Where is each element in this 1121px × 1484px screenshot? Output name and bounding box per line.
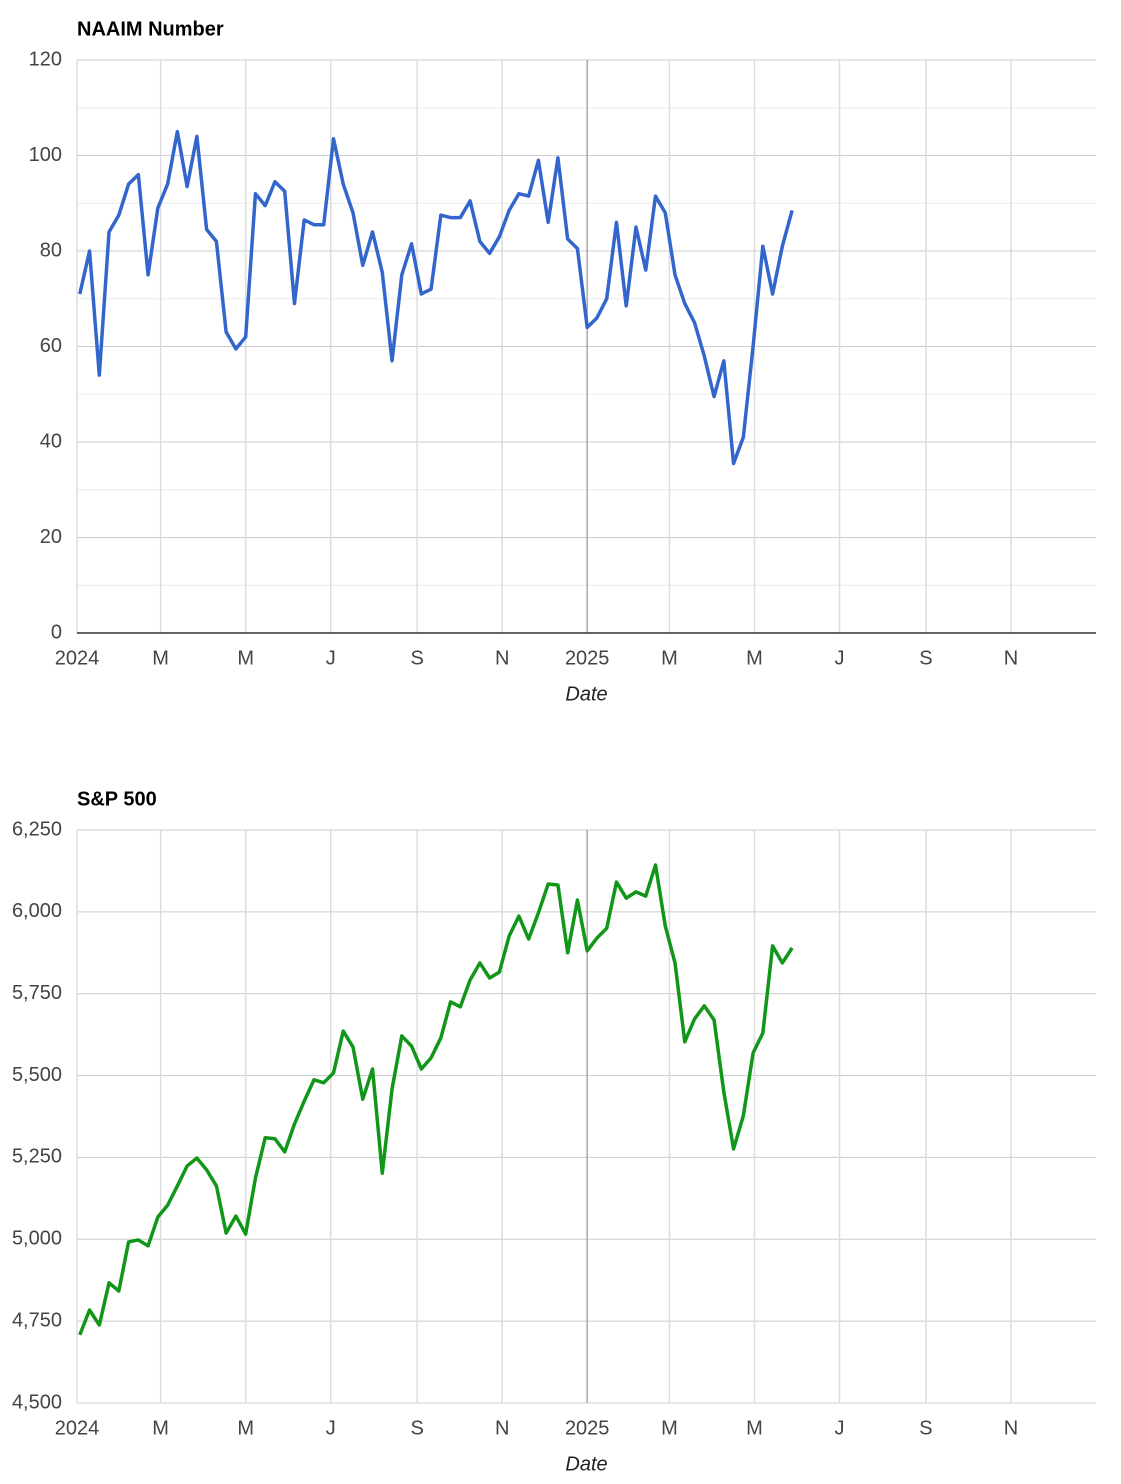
x-tick-label: S [919, 1417, 932, 1439]
x-tick-label: N [495, 647, 509, 669]
chart-title: S&P 500 [77, 788, 157, 810]
x-tick-label: N [495, 1417, 509, 1439]
x-tick-label: S [919, 647, 932, 669]
x-tick-label: M [152, 647, 169, 669]
x-axis-title: Date [565, 1453, 607, 1475]
y-tick-label: 5,250 [12, 1146, 62, 1168]
y-tick-label: 5,500 [12, 1064, 62, 1086]
x-tick-label: M [746, 1417, 763, 1439]
y-tick-label: 4,750 [12, 1309, 62, 1331]
x-tick-label: M [152, 1417, 169, 1439]
x-tick-label: N [1004, 647, 1018, 669]
y-tick-label: 5,750 [12, 982, 62, 1004]
x-tick-label: J [835, 647, 845, 669]
y-tick-label: 4,500 [12, 1391, 62, 1413]
x-tick-label: 2024 [55, 1417, 100, 1439]
y-tick-label: 40 [40, 430, 62, 452]
y-tick-label: 100 [29, 144, 62, 166]
x-tick-label: 2025 [565, 647, 610, 669]
chart-title: NAAIM Number [77, 18, 224, 40]
x-tick-label: M [237, 647, 254, 669]
data-line [78, 129, 794, 466]
y-tick-label: 6,250 [12, 818, 62, 840]
y-tick-label: 5,000 [12, 1228, 62, 1250]
y-tick-label: 80 [40, 239, 62, 261]
x-tick-label: M [746, 647, 763, 669]
y-tick-label: 6,000 [12, 900, 62, 922]
x-tick-label: M [661, 647, 678, 669]
x-tick-label: 2024 [55, 647, 100, 669]
y-tick-label: 60 [40, 335, 62, 357]
x-tick-label: 2025 [565, 1417, 610, 1439]
x-tick-label: M [661, 1417, 678, 1439]
y-tick-label: 20 [40, 526, 62, 548]
x-tick-label: S [410, 647, 423, 669]
data-line [78, 863, 794, 1336]
y-tick-label: 0 [51, 621, 62, 643]
y-tick-label: 120 [29, 48, 62, 70]
x-tick-label: N [1004, 1417, 1018, 1439]
x-tick-label: S [410, 1417, 423, 1439]
x-tick-label: J [326, 647, 336, 669]
x-tick-label: M [237, 1417, 254, 1439]
x-axis-title: Date [565, 683, 607, 705]
x-tick-label: J [326, 1417, 336, 1439]
x-tick-label: J [835, 1417, 845, 1439]
